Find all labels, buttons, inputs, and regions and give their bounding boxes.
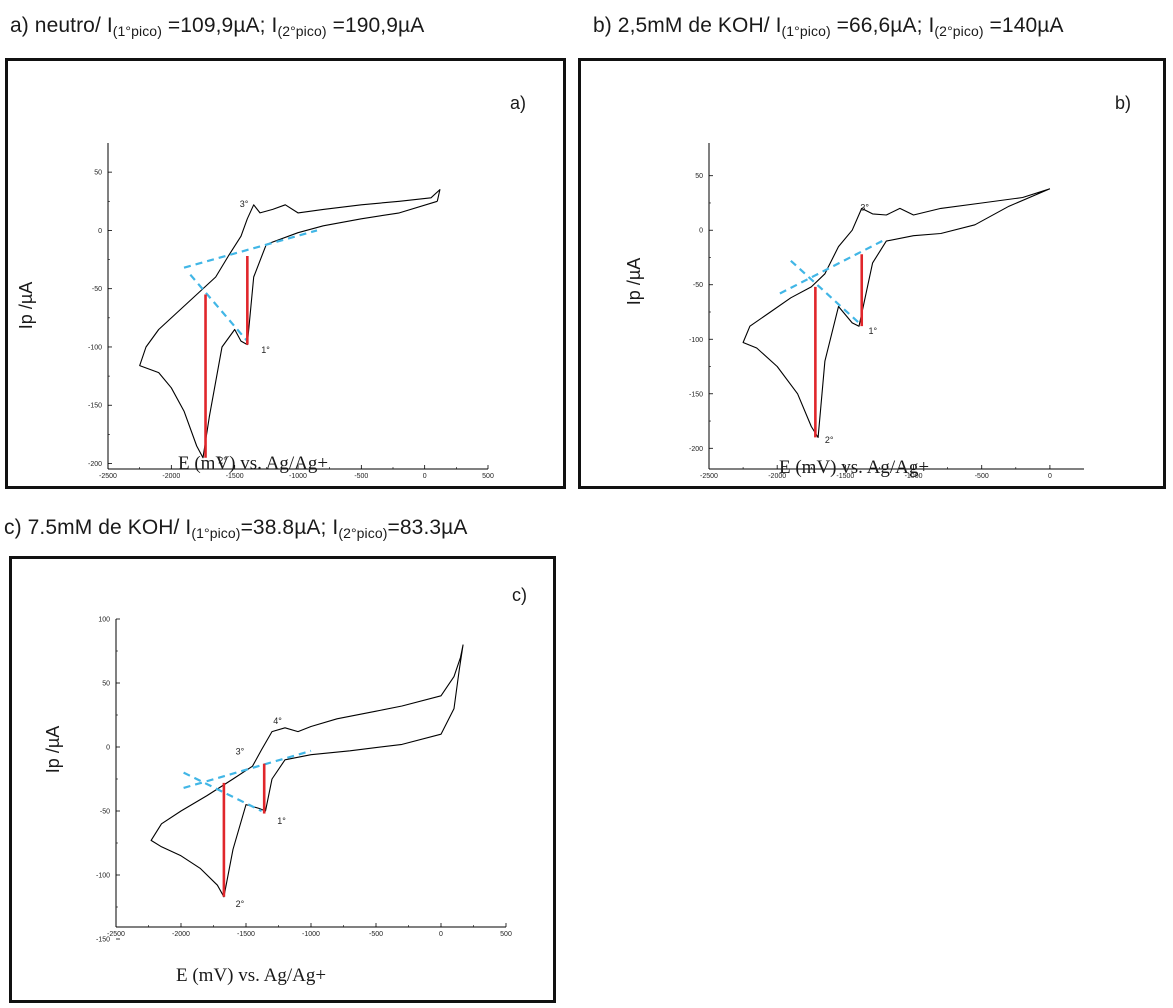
y-tick-label: 50 <box>695 173 703 180</box>
y-tick-label: -200 <box>689 446 703 453</box>
y-axis-label: Ip /µA <box>16 281 37 330</box>
y-tick-label: -50 <box>100 809 110 816</box>
y-tick-label: -50 <box>693 282 703 289</box>
panel-label: c) <box>512 585 527 605</box>
peak1-value: =38.8µA; <box>240 516 333 539</box>
x-tick-label: -1500 <box>226 473 244 480</box>
x-tick-label: -2500 <box>700 473 718 480</box>
y-tick-label: -150 <box>88 403 102 410</box>
y-tick-label: 0 <box>699 228 703 235</box>
y-tick-label: -100 <box>88 344 102 351</box>
peak2-sub: (2°pico) <box>934 23 984 39</box>
y-tick-label: 100 <box>98 617 110 624</box>
baseline-dashed-line <box>779 237 887 295</box>
peak-label: 2° <box>218 456 227 466</box>
x-tick-label: -1000 <box>302 931 320 938</box>
x-axis-label: E (mV) vs. Ag/Ag+ <box>178 453 329 474</box>
y-tick-label: -150 <box>96 937 110 944</box>
y-tick-label: 0 <box>106 745 110 752</box>
peak-label: 1° <box>277 816 286 826</box>
panel-label: a) <box>510 93 527 113</box>
peak2-label: I <box>271 14 278 37</box>
y-tick-label: -200 <box>88 461 102 468</box>
y-tick-label: 50 <box>94 170 102 177</box>
x-tick-label: -500 <box>354 473 368 480</box>
y-axis-label: Ip /µA <box>624 257 645 306</box>
caption-prefix: b) 2,5mM de KOH/ <box>593 14 776 37</box>
x-tick-label: -1500 <box>237 931 255 938</box>
peak-label: 3° <box>860 203 869 213</box>
peak2-sub: (2°pico) <box>338 525 388 541</box>
chart-panel-b: -2500 -2000 -1500 -1000 -500 0 -200 -150 -100 -50… <box>578 58 1166 489</box>
x-tick-label: 0 <box>439 931 443 938</box>
peak-label: 2° <box>236 899 245 909</box>
peak2-label: I <box>928 14 935 37</box>
x-tick-label: -1000 <box>905 473 923 480</box>
y-tick-label: -100 <box>689 337 703 344</box>
peak1-label: I <box>106 14 113 37</box>
baseline-dashed-line <box>183 771 263 812</box>
peak2-label: I <box>332 516 339 539</box>
x-tick-label: -2000 <box>768 473 786 480</box>
peak1-sub: (1°pico) <box>191 525 241 541</box>
caption-prefix: c) 7.5mM de KOH/ <box>4 516 186 539</box>
chart-b-plot: -2500 -2000 -1500 -1000 -500 0-200-150-100-50… <box>689 143 1084 480</box>
cv-curve <box>150 644 464 898</box>
x-tick-label: 500 <box>500 931 512 938</box>
y-tick-label: -100 <box>96 873 110 880</box>
x-tick-label: 0 <box>1048 473 1052 480</box>
peak2-value: =83.3µA <box>387 516 468 539</box>
peak-label: 1° <box>261 345 270 355</box>
cv-curve <box>139 189 441 459</box>
panel-label: b) <box>1115 93 1132 113</box>
chart-panel-c: -2500 -2000 -1500 -1000 -500 0 500 -150 -100 -50 0… <box>9 556 556 1003</box>
baseline-dashed-line <box>189 273 249 342</box>
caption-c: c) 7.5mM de KOH/ I(1°pico)=38.8µA; I(2°p… <box>4 516 467 541</box>
caption-prefix: a) neutro/ <box>10 14 107 37</box>
x-axis-label: E (mV) vs. Ag/Ag+ <box>176 965 327 986</box>
peak2-value: =190,9µA <box>326 14 425 37</box>
peak1-sub: (1°pico) <box>112 23 162 39</box>
y-tick-label: 50 <box>102 681 110 688</box>
x-tick-label: -2000 <box>162 473 180 480</box>
y-axis-label: Ip /µA <box>43 725 64 774</box>
cv-curve <box>742 188 1051 438</box>
y-tick-label: 0 <box>98 228 102 235</box>
chart-a-plot: -2500 -2000 -1500 -1000 -500 0 500-200-150-100… <box>88 143 494 480</box>
peak1-value: =109,9µA; <box>161 14 272 37</box>
x-axis-label: E (mV) vs. Ag/Ag+ <box>779 457 930 478</box>
peak-label: 2° <box>825 435 834 445</box>
x-tick-label: -500 <box>369 931 383 938</box>
x-tick-label: -1000 <box>289 473 307 480</box>
chart-c-plot: -2500 -2000 -1500 -1000 -500 0 500-150-100-500… <box>96 617 512 944</box>
x-tick-label: 0 <box>423 473 427 480</box>
chart-panel-a: -2500 -2000 -1500 -1000 -500 0 500 -200 -150 -100… <box>5 58 566 489</box>
x-tick-label: -500 <box>975 473 989 480</box>
peak-label: 3° <box>240 199 249 209</box>
y-tick-label: -150 <box>689 391 703 398</box>
peak-label: 4° <box>273 716 282 726</box>
caption-b: b) 2,5mM de KOH/ I(1°pico) =66,6µA; I(2°… <box>593 14 1064 39</box>
x-tick-label: -1500 <box>836 473 854 480</box>
baseline-dashed-line <box>183 749 312 790</box>
x-tick-label: -2000 <box>172 931 190 938</box>
peak1-label: I <box>775 14 782 37</box>
peak1-label: I <box>185 516 192 539</box>
peak-label: 3° <box>236 747 245 757</box>
baseline-dashed-line <box>183 229 318 269</box>
y-tick-label: -50 <box>92 286 102 293</box>
peak2-value: =140µA <box>983 14 1064 37</box>
x-tick-label: 500 <box>482 473 494 480</box>
peak2-sub: (2°pico) <box>277 23 327 39</box>
peak1-value: =66,6µA; <box>830 14 929 37</box>
peak1-sub: (1°pico) <box>781 23 831 39</box>
x-tick-label: -2500 <box>99 473 117 480</box>
peak-label: 1° <box>869 326 878 336</box>
baseline-dashed-line <box>790 259 860 324</box>
x-tick-label: -2500 <box>107 931 125 938</box>
caption-a: a) neutro/ I(1°pico) =109,9µA; I(2°pico)… <box>10 14 424 39</box>
